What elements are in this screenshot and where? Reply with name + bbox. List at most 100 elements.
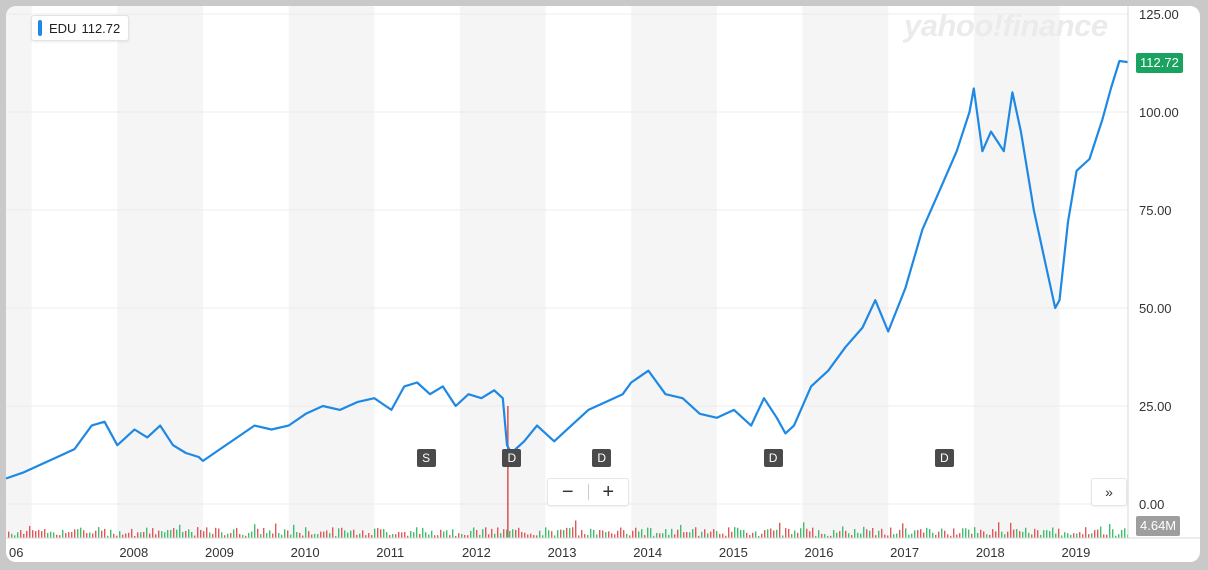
volume-bar bbox=[152, 528, 154, 538]
volume-bar bbox=[815, 535, 817, 538]
volume-bar bbox=[1082, 534, 1084, 538]
volume-bar bbox=[287, 530, 289, 538]
x-tick-label: 2019 bbox=[1061, 545, 1090, 560]
volume-bar bbox=[974, 527, 976, 538]
series-legend[interactable]: EDU 112.72 bbox=[31, 15, 130, 41]
volume-bar bbox=[257, 528, 259, 538]
yahoo-finance-watermark: yahoo!finance bbox=[904, 8, 1108, 43]
volume-bar bbox=[923, 532, 925, 538]
volume-bar bbox=[890, 527, 892, 538]
volume-bar bbox=[929, 529, 931, 538]
expand-range-button[interactable]: » bbox=[1091, 478, 1127, 506]
volume-bar bbox=[992, 529, 994, 538]
x-tick-label: 2018 bbox=[976, 545, 1005, 560]
volume-bar bbox=[1061, 535, 1063, 538]
volume-bar bbox=[584, 534, 586, 538]
year-band bbox=[802, 6, 889, 538]
volume-bar bbox=[359, 533, 361, 538]
event-marker[interactable]: D bbox=[763, 449, 783, 467]
volume-bar bbox=[32, 530, 34, 538]
volume-bar bbox=[137, 532, 139, 538]
volume-bar bbox=[587, 534, 589, 538]
volume-bar bbox=[770, 528, 772, 538]
volume-bar bbox=[965, 528, 967, 538]
volume-bar bbox=[401, 532, 403, 538]
volume-bar bbox=[302, 535, 304, 538]
volume-bar bbox=[707, 533, 709, 538]
volume-bar bbox=[335, 535, 337, 538]
volume-bar bbox=[944, 530, 946, 538]
volume-bar bbox=[1118, 534, 1120, 538]
volume-bar bbox=[236, 527, 238, 538]
event-marker[interactable]: S bbox=[416, 449, 436, 467]
x-tick-label: 2012 bbox=[462, 545, 491, 560]
volume-bar bbox=[464, 534, 466, 538]
volume-bar bbox=[506, 529, 508, 538]
volume-bar bbox=[356, 534, 358, 538]
volume-bar bbox=[158, 530, 160, 538]
volume-bar bbox=[953, 528, 955, 538]
volume-bar bbox=[977, 533, 979, 538]
volume-bar bbox=[701, 531, 703, 538]
zoom-out-button[interactable]: − bbox=[561, 481, 574, 503]
volume-bar bbox=[899, 529, 901, 538]
zoom-in-button[interactable]: + bbox=[602, 481, 615, 503]
volume-bar bbox=[962, 528, 964, 538]
volume-bar bbox=[716, 531, 718, 538]
volume-bar bbox=[398, 531, 400, 538]
volume-bar bbox=[395, 534, 397, 538]
event-marker[interactable]: D bbox=[502, 449, 522, 467]
x-tick-label: 2010 bbox=[291, 545, 320, 560]
event-marker[interactable]: D bbox=[592, 449, 612, 467]
volume-bar bbox=[500, 533, 502, 538]
volume-bar bbox=[20, 530, 22, 538]
volume-bar bbox=[17, 532, 19, 538]
volume-spike bbox=[507, 406, 509, 538]
volume-bar bbox=[185, 531, 187, 538]
volume-bar bbox=[1007, 531, 1009, 538]
volume-bar bbox=[683, 532, 685, 538]
volume-bar bbox=[1043, 530, 1045, 538]
volume-bar bbox=[1004, 534, 1006, 538]
volume-bar bbox=[290, 534, 292, 538]
volume-bar bbox=[533, 535, 535, 538]
volume-bar bbox=[710, 531, 712, 538]
volume-bar bbox=[38, 530, 40, 538]
event-marker[interactable]: D bbox=[934, 449, 954, 467]
volume-bar bbox=[89, 532, 91, 538]
volume-bar bbox=[314, 533, 316, 538]
volume-bar bbox=[311, 534, 313, 538]
price-chart[interactable]: 125.00 100.00 75.00 50.00 25.00 0.00 06 2008 20… bbox=[6, 6, 1200, 562]
volume-bar bbox=[362, 530, 364, 538]
volume-bar bbox=[737, 527, 739, 538]
volume-bar bbox=[755, 531, 757, 538]
volume-bar bbox=[74, 529, 76, 538]
year-band bbox=[973, 6, 1060, 538]
volume-bar bbox=[182, 532, 184, 538]
volume-bar bbox=[1052, 527, 1054, 538]
volume-bar bbox=[596, 534, 598, 538]
volume-bar bbox=[176, 529, 178, 538]
volume-bar bbox=[791, 533, 793, 538]
volume-bar bbox=[1079, 532, 1081, 538]
volume-bar bbox=[23, 533, 25, 538]
volume-bar bbox=[695, 527, 697, 538]
volume-bar bbox=[827, 535, 829, 538]
volume-bar bbox=[431, 530, 433, 538]
volume-bar bbox=[698, 535, 700, 538]
volume-bar bbox=[29, 525, 31, 538]
volume-bar bbox=[1049, 531, 1051, 538]
volume-bar bbox=[188, 529, 190, 538]
volume-bar bbox=[65, 533, 67, 538]
volume-bar bbox=[836, 532, 838, 538]
volume-bar bbox=[617, 530, 619, 538]
volume-bar bbox=[749, 535, 751, 538]
volume-bar bbox=[416, 527, 418, 538]
volume-bar bbox=[1085, 527, 1087, 538]
volume-bar bbox=[68, 532, 70, 538]
volume-bar bbox=[299, 532, 301, 538]
volume-bar bbox=[230, 533, 232, 538]
volume-bar bbox=[200, 529, 202, 538]
volume-bar bbox=[740, 529, 742, 538]
volume-bar bbox=[8, 531, 10, 538]
